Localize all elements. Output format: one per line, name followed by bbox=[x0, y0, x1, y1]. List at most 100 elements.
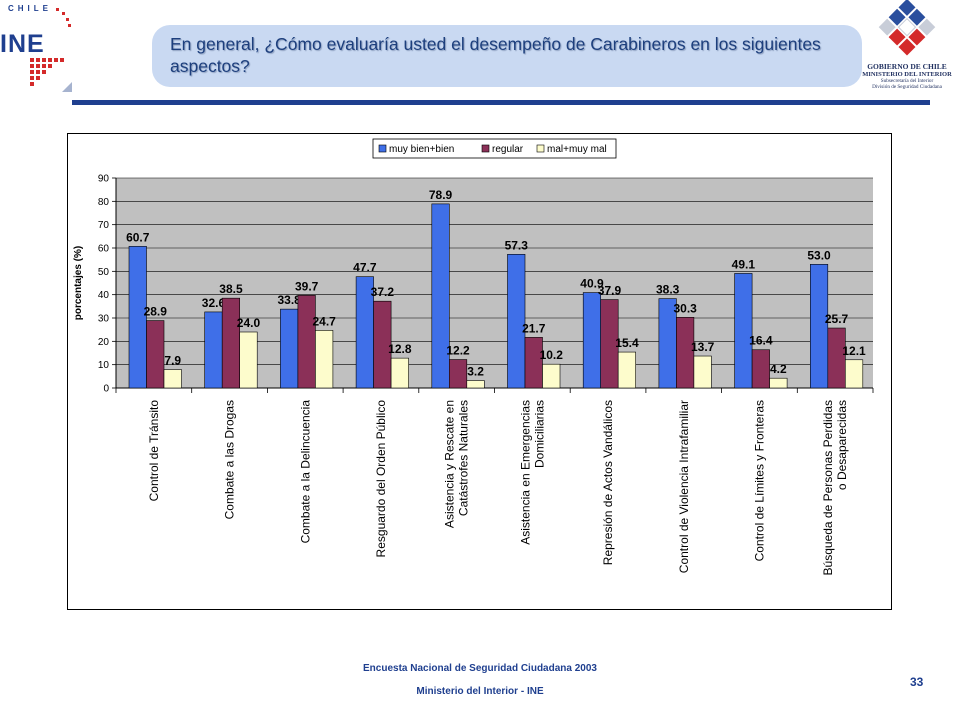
page-title: En general, ¿Cómo evaluaría usted el des… bbox=[170, 34, 821, 76]
page-number: 33 bbox=[910, 675, 924, 689]
y-tick-label: 20 bbox=[98, 337, 110, 348]
y-tick-label: 70 bbox=[98, 220, 110, 231]
bar-muy-bien-bien bbox=[204, 311, 223, 389]
data-label: 3.2 bbox=[467, 365, 484, 379]
data-label: 33.8 bbox=[277, 293, 301, 307]
category-label: Asistencia en Emergencias bbox=[518, 400, 532, 545]
gov-line-4: División de Seguridad Ciudadana bbox=[872, 84, 942, 90]
data-label: 12.8 bbox=[388, 342, 412, 356]
data-label: 49.1 bbox=[732, 257, 756, 271]
data-label: 40.9 bbox=[580, 277, 604, 291]
footer-survey-name: Encuesta Nacional de Seguridad Ciudadana… bbox=[363, 663, 597, 674]
legend-label: regular bbox=[492, 144, 524, 155]
legend-box bbox=[372, 138, 617, 159]
bar-mal-muy-mal bbox=[844, 359, 864, 389]
data-label: 57.3 bbox=[505, 238, 529, 252]
data-label: 7.9 bbox=[164, 354, 181, 368]
y-tick-label: 10 bbox=[98, 360, 110, 371]
bar-regular bbox=[524, 337, 543, 389]
category-label: Catástrofes Naturales bbox=[457, 400, 471, 516]
y-tick-label: 50 bbox=[98, 267, 110, 278]
bar-regular bbox=[297, 295, 316, 389]
footer-ministry: Ministerio del Interior - INE bbox=[416, 686, 544, 697]
data-label: 53.0 bbox=[807, 248, 831, 262]
bar-regular bbox=[448, 359, 468, 389]
data-label: 15.4 bbox=[615, 336, 639, 350]
bar-regular bbox=[146, 320, 165, 389]
bar-mal-muy-mal bbox=[693, 355, 712, 389]
y-tick-label: 60 bbox=[98, 244, 110, 255]
ine-text: INE bbox=[0, 30, 45, 58]
data-label: 60.7 bbox=[126, 230, 150, 244]
category-label: Resguardo del Orden Público bbox=[374, 400, 388, 558]
bar-mal-muy-mal bbox=[466, 380, 485, 389]
data-label: 38.5 bbox=[219, 282, 243, 296]
category-label: Control de Tránsito bbox=[147, 400, 161, 502]
data-label: 32.6 bbox=[202, 296, 226, 310]
category-label: o Desaparecidas bbox=[835, 400, 849, 490]
category-label: Represión de Actos Vandálicos bbox=[601, 400, 615, 565]
gobierno-text: GOBIERNO DE CHILE MINISTERIO DEL INTERIO… bbox=[857, 62, 957, 90]
category-label: Búsqueda de Personas Perdidas bbox=[821, 400, 835, 575]
legend-label: muy bien+bien bbox=[389, 144, 454, 155]
bar-regular bbox=[600, 299, 619, 389]
y-axis-title: porcentajes (%) bbox=[73, 246, 84, 320]
gov-line-3: Subsecretaría del Interior bbox=[880, 78, 934, 84]
bar-muy-bien-bien bbox=[507, 254, 526, 389]
bar-muy-bien-bien bbox=[280, 308, 299, 389]
title-banner: En general, ¿Cómo evaluaría usted el des… bbox=[152, 25, 862, 87]
data-label: 12.1 bbox=[842, 344, 866, 358]
header-divider bbox=[72, 100, 930, 105]
bar-regular bbox=[373, 300, 392, 389]
category-label: Combate a las Drogas bbox=[223, 400, 237, 519]
ine-logo-graphic bbox=[30, 8, 72, 92]
category-label: Combate a la Delincuencia bbox=[298, 400, 312, 544]
bar-mal-muy-mal bbox=[390, 357, 409, 389]
data-label: 12.2 bbox=[446, 344, 470, 358]
bar-mal-muy-mal bbox=[769, 377, 788, 389]
data-label: 47.7 bbox=[353, 261, 377, 275]
data-label: 37.2 bbox=[371, 285, 395, 299]
data-label: 21.7 bbox=[522, 321, 546, 335]
y-tick-label: 90 bbox=[98, 174, 110, 185]
chile-text: CHILE bbox=[8, 4, 52, 13]
bar-regular bbox=[221, 297, 240, 389]
data-label: 39.7 bbox=[295, 279, 319, 293]
chart-frame: 0 10 20 30 40 50 60 70 80 90 porcentajes (%) 60.7 28… bbox=[67, 133, 892, 610]
bar-regular bbox=[751, 349, 770, 389]
bar-muy-bien-bien bbox=[128, 246, 147, 389]
y-tick-label: 40 bbox=[98, 290, 110, 301]
data-label: 30.3 bbox=[673, 301, 697, 315]
gobierno-de-chile-logo bbox=[862, 0, 952, 95]
bar-mal-muy-mal bbox=[617, 351, 637, 389]
data-label: 38.3 bbox=[656, 283, 680, 297]
category-label: Domiciliarias bbox=[532, 400, 546, 468]
data-label: 13.7 bbox=[691, 340, 715, 354]
data-label: 24.7 bbox=[312, 314, 336, 328]
bar-muy-bien-bien bbox=[582, 292, 602, 389]
data-label: 37.9 bbox=[598, 284, 622, 298]
bar-regular bbox=[827, 327, 846, 389]
legend-swatch bbox=[378, 144, 387, 153]
data-label: 78.9 bbox=[429, 188, 453, 202]
data-label: 25.7 bbox=[825, 312, 849, 326]
data-label: 4.2 bbox=[770, 362, 787, 376]
gov-line-1: GOBIERNO DE CHILE bbox=[867, 62, 947, 71]
data-label: 10.2 bbox=[540, 348, 564, 362]
y-tick-label: 30 bbox=[98, 314, 110, 325]
bar-muy-bien-bien bbox=[809, 264, 829, 389]
data-label: 16.4 bbox=[749, 334, 773, 348]
gov-line-2: MINISTERIO DEL INTERIOR bbox=[862, 71, 952, 78]
bar-mal-muy-mal bbox=[542, 363, 561, 389]
data-label: 24.0 bbox=[237, 316, 261, 330]
legend-label: mal+muy mal bbox=[547, 144, 607, 155]
legend-swatch bbox=[481, 144, 490, 153]
category-label: Asistencia y Rescate en bbox=[443, 400, 457, 528]
bar-mal-muy-mal bbox=[239, 331, 258, 389]
bar-regular bbox=[676, 317, 695, 389]
ine-logo: CHILE INE bbox=[0, 0, 80, 92]
bar-chart: 0 10 20 30 40 50 60 70 80 90 porcentajes (%) 60.7 28… bbox=[73, 138, 874, 575]
category-label: Control de Violencia Intrafamiliar bbox=[677, 400, 691, 573]
data-label: 28.9 bbox=[144, 305, 168, 319]
category-label: Control de Límites y Fronteras bbox=[752, 400, 766, 561]
